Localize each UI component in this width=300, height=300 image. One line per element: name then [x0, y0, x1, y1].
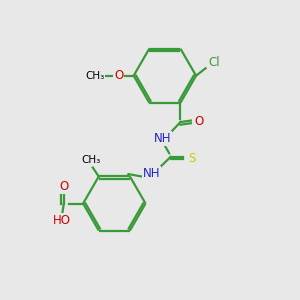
Text: O: O [59, 180, 68, 193]
Text: CH₃: CH₃ [85, 71, 105, 81]
Text: S: S [188, 152, 196, 164]
Text: O: O [114, 69, 123, 82]
Text: CH₃: CH₃ [82, 155, 101, 165]
Text: Cl: Cl [208, 56, 220, 69]
Text: HO: HO [53, 214, 71, 227]
Text: O: O [194, 115, 203, 128]
Text: NH: NH [142, 167, 160, 180]
Text: NH: NH [154, 132, 171, 145]
